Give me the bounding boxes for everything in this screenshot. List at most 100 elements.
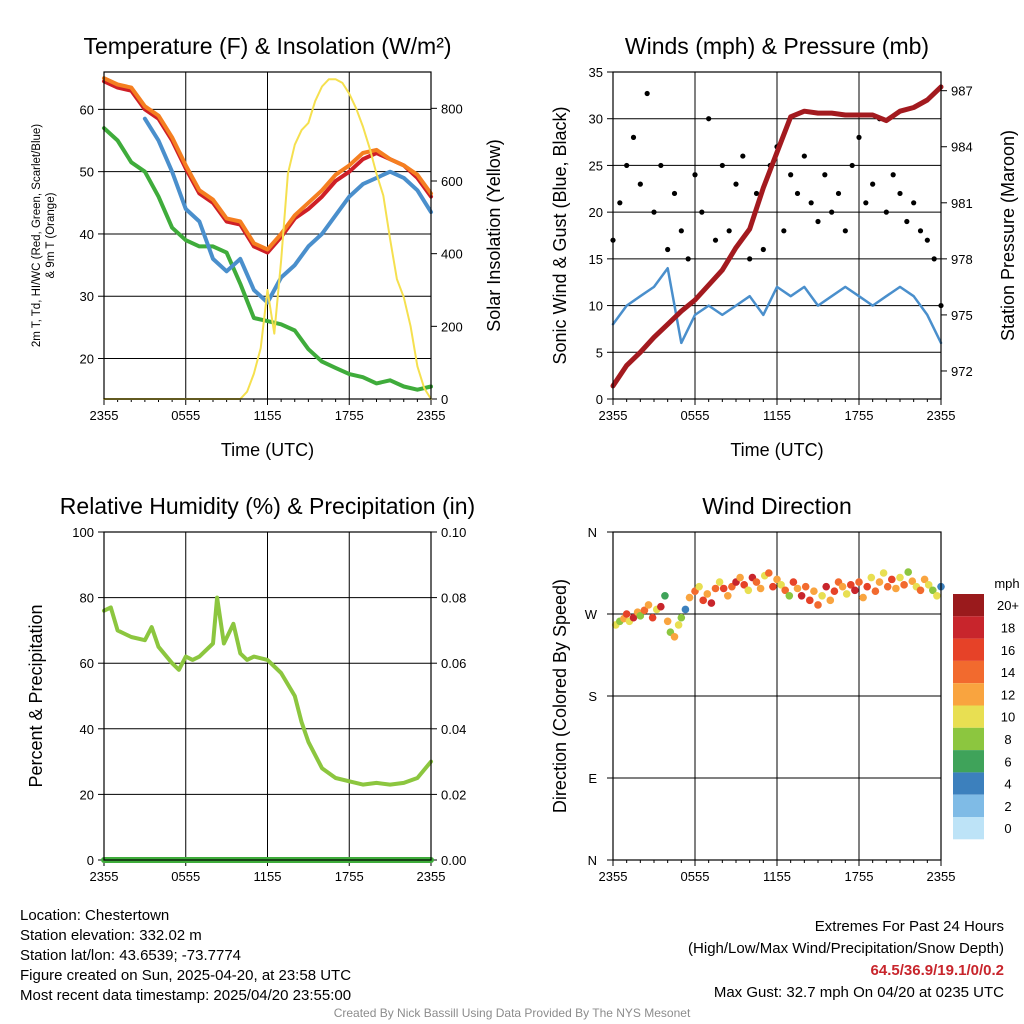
y-tick-label: 60 [80,656,94,671]
y-tick-label: 20 [80,787,94,802]
gust-point [692,172,698,178]
station-location: Location: Chestertown [20,907,170,924]
direction-point [888,575,896,584]
gust-point [822,172,828,178]
figure-created: Figure created on Sun, 2025-04-20, at 23… [20,967,352,984]
colorbar-label: 16 [1001,643,1015,658]
extremes-subtitle: (High/Low/Max Wind/Precipitation/Snow De… [688,940,1004,957]
y2-tick-label: 0.08 [441,591,466,606]
colorbar-swatch [953,683,984,706]
x-tick-label: 1155 [254,869,282,884]
x-tick-label: 1755 [335,869,364,884]
panel-title: Temperature (F) & Insolation (W/m²) [83,33,451,59]
direction-point [806,596,814,605]
y2-axis-label: Solar Insolation (Yellow) [484,139,504,331]
y-tick-label: 60 [80,102,94,117]
extremes-values: 64.5/36.9/19.1/0/0.2 [870,962,1004,979]
gust-point [747,256,753,262]
direction-point [724,591,732,600]
colorbar-label: 10 [1001,710,1015,725]
plot-border [103,531,432,861]
gust-point [726,228,732,234]
gust-point [685,256,691,262]
direction-point [711,584,720,593]
direction-point [677,613,686,622]
direction-point [818,591,826,600]
y2-tick-label: 975 [951,308,973,323]
gust-point [630,134,637,140]
x-tick-label: 1155 [254,408,282,423]
direction-point [801,582,810,591]
gust-point [870,181,876,187]
x-tick-label: 2355 [417,869,446,884]
direction-point [822,582,830,591]
gust-point [897,190,903,197]
colorbar-swatch [953,750,984,773]
y2-tick-label: 972 [951,364,973,379]
y-tick-label: 30 [80,289,94,304]
temperature-panel: 2355 0555 1155 1755 2355 Temperature (F) & In… [31,33,504,460]
y-tick-label: W [585,607,598,622]
series-line-hi-wc [142,116,433,305]
direction-point [826,596,835,605]
plot-border [103,71,432,400]
y2-tick-label: 987 [951,84,973,99]
colorbar-swatch [953,772,984,795]
direction-point [644,601,653,609]
direction-point [681,605,690,614]
direction-point [695,582,703,591]
wind-direction-panel: 2355 0555 1155 1755 2355 Wind Direction N W S E N D… [550,493,1020,884]
direction-point [924,581,933,589]
direction-point [622,610,631,618]
gust-point [856,134,862,140]
direction-point [740,581,748,589]
direction-point [703,590,712,598]
y2-tick-label: 200 [441,319,463,334]
direction-point [793,584,802,593]
colorbar-swatch [953,817,984,840]
direction-point [756,584,765,593]
gust-point [815,218,821,225]
x-tick-label: 2355 [90,869,119,884]
gust-point [904,218,910,225]
y2-tick-label: 0.00 [441,853,466,868]
direction-point [744,586,753,595]
y-tick-label: S [588,689,597,704]
credit-line: Created By Nick Bassill Using Data Provi… [333,1006,691,1020]
y-tick-label: 25 [589,158,603,173]
direction-point [904,568,912,576]
gust-point [835,190,842,197]
station-elevation: Station elevation: 332.02 m [20,927,202,944]
direction-point [640,606,649,615]
extremes-title: Extremes For Past 24 Hours [814,918,1004,935]
gust-point [658,162,664,169]
gust-point [617,200,623,206]
y2-tick-label: 0 [441,392,448,407]
gust-point [890,172,896,178]
y-tick-label: 5 [596,345,603,360]
gust-point [788,172,794,178]
direction-point [797,591,806,600]
direction-point [916,586,925,595]
direction-point [855,578,863,586]
direction-point [810,587,818,596]
extremes-box: Extremes For Past 24 Hours (High/Low/Max… [688,916,1004,1004]
direction-point [859,593,867,602]
direction-point [900,581,908,589]
direction-point [838,582,847,591]
gust-point [699,209,705,215]
y2-tick-label: 0.04 [441,722,466,737]
colorbar-swatch [953,794,984,817]
y-tick-label: N [588,853,597,868]
gust-point [924,237,930,243]
x-tick-label: 0555 [681,408,710,423]
colorbar-unit: mph [994,576,1019,591]
recent-timestamp: Most recent data timestamp: 2025/04/20 2… [20,987,352,1004]
gust-point [671,190,678,197]
y2-tick-label: 400 [441,247,463,262]
x-tick-label: 2355 [927,408,956,423]
direction-point [769,582,777,591]
series-line-td [102,126,433,392]
direction-point [789,578,798,586]
series-line-station-pressure [610,84,944,389]
